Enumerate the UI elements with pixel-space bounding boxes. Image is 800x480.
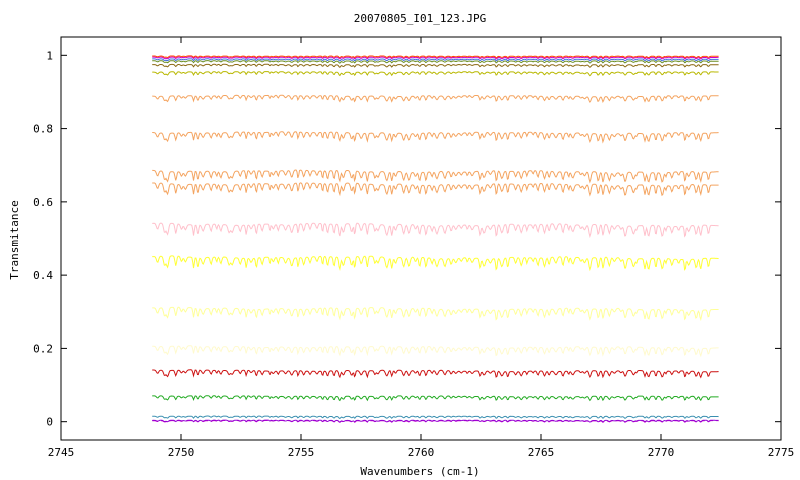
series-line <box>152 58 719 62</box>
series-line <box>152 63 719 68</box>
x-tick-label: 2760 <box>408 446 435 459</box>
y-tick-label: 0.8 <box>33 123 53 136</box>
series-line <box>152 71 719 77</box>
x-tick-label: 2775 <box>768 446 795 459</box>
series-line <box>152 60 719 64</box>
series-line <box>152 306 719 322</box>
series-line <box>152 415 719 420</box>
x-tick-label: 2745 <box>48 446 75 459</box>
y-tick-label: 0.2 <box>33 342 53 355</box>
series-line <box>152 169 719 184</box>
x-axis-label: Wavenumbers (cm-1) <box>360 465 479 478</box>
y-tick-label: 0.4 <box>33 269 53 282</box>
y-axis-ticks: 0 0.2 0.4 0.6 0.8 1 <box>33 49 781 429</box>
series-line <box>152 395 719 402</box>
x-tick-label: 2755 <box>288 446 315 459</box>
y-tick-label: 0.6 <box>33 196 53 209</box>
series-line <box>152 222 719 239</box>
series-line <box>152 56 719 60</box>
x-axis-ticks: 2745 2750 2755 2760 2765 2770 2775 <box>48 37 795 459</box>
series-line <box>152 55 719 59</box>
series-line <box>152 419 719 423</box>
series-line <box>152 255 719 272</box>
x-tick-label: 2750 <box>168 446 195 459</box>
y-tick-label: 1 <box>46 49 53 62</box>
series-line <box>152 182 719 197</box>
x-tick-label: 2765 <box>528 446 555 459</box>
y-tick-label: 0 <box>46 416 53 429</box>
series-line <box>152 94 719 104</box>
series-line <box>152 369 719 379</box>
y-axis-label: Transmitance <box>8 200 21 279</box>
series-line <box>152 345 719 358</box>
chart-title: 20070805_I01_123.JPG <box>354 12 486 25</box>
series-group <box>152 55 719 423</box>
series-line <box>152 131 719 144</box>
x-tick-label: 2770 <box>648 446 675 459</box>
